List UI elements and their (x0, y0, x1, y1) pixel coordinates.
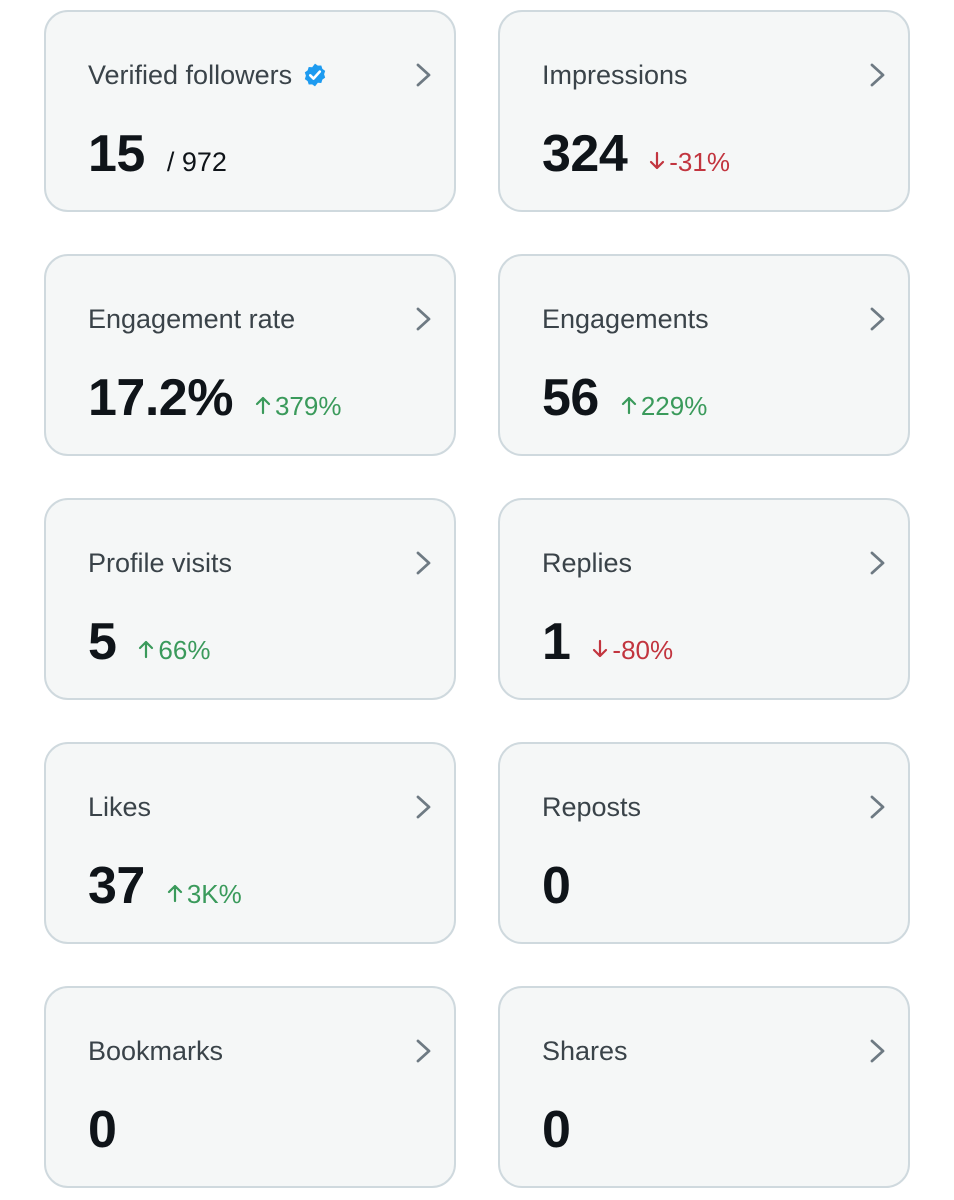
value-row: 0 (88, 1100, 117, 1160)
card-title-label: Profile visits (88, 548, 233, 578)
card-title-label: Bookmarks (88, 1036, 224, 1066)
value-row: 1 -80% (542, 612, 673, 672)
reposts-card[interactable]: Reposts 0 (498, 742, 910, 944)
value-row: 0 (542, 856, 571, 916)
metric-change: -31% (649, 147, 730, 178)
value-row: 0 (542, 1100, 571, 1160)
chevron-right-icon[interactable] (864, 792, 890, 822)
metric-value: 1 (542, 613, 571, 671)
card-title: Verified followers (88, 58, 328, 92)
bookmarks-card[interactable]: Bookmarks 0 (44, 986, 456, 1188)
metric-value: 0 (542, 857, 571, 915)
metric-change: 379% (255, 391, 342, 422)
metric-change-value: 379% (274, 391, 342, 421)
arrow-down-icon (650, 151, 665, 170)
card-title-label: Shares (542, 1036, 628, 1066)
value-row: 15 / 972 (88, 124, 227, 184)
metric-change: 229% (621, 391, 708, 422)
metric-value: 15 (88, 125, 145, 183)
chevron-right-icon[interactable] (864, 548, 890, 578)
engagements-card[interactable]: Engagements 56 229% (498, 254, 910, 456)
arrow-up-icon (167, 884, 182, 903)
value-row: 37 3K% (88, 856, 242, 916)
card-title-label: Verified followers (88, 60, 293, 90)
chevron-right-icon[interactable] (410, 548, 436, 578)
metric-change: -80% (592, 635, 673, 666)
card-title: Shares (542, 1034, 628, 1068)
chevron-right-icon[interactable] (410, 792, 436, 822)
card-title-label: Likes (88, 792, 152, 822)
value-row: 5 66% (88, 612, 210, 672)
chevron-right-icon[interactable] (864, 304, 890, 334)
likes-card[interactable]: Likes 37 3K% (44, 742, 456, 944)
metric-change-value: -31% (669, 147, 730, 177)
card-title: Profile visits (88, 546, 232, 580)
card-title: Engagements (542, 302, 709, 336)
metric-value: 5 (88, 613, 117, 671)
metric-change: 3K% (167, 879, 242, 910)
value-row: 56 229% (542, 368, 707, 428)
metric-change: 66% (138, 635, 210, 666)
metric-change-value: -80% (612, 635, 674, 665)
metric-value: 17.2% (88, 369, 233, 427)
card-title-label: Impressions (542, 60, 688, 90)
arrow-up-icon (139, 640, 154, 659)
card-title: Engagement rate (88, 302, 295, 336)
card-title: Impressions (542, 58, 688, 92)
metric-change-value: 66% (158, 635, 211, 665)
card-title: Replies (542, 546, 632, 580)
card-title-label: Replies (542, 548, 633, 578)
chevron-right-icon[interactable] (864, 60, 890, 90)
chevron-right-icon[interactable] (410, 1036, 436, 1066)
chevron-right-icon[interactable] (410, 304, 436, 334)
value-row: 17.2% 379% (88, 368, 341, 428)
card-title-label: Reposts (542, 792, 642, 822)
verified-badge-icon (304, 63, 326, 87)
metric-change-value: 229% (640, 391, 708, 421)
card-title: Likes (88, 790, 151, 824)
card-title: Bookmarks (88, 1034, 223, 1068)
chevron-right-icon[interactable] (410, 60, 436, 90)
chevron-right-icon[interactable] (864, 1036, 890, 1066)
metric-value: 0 (542, 1101, 571, 1159)
profile-visits-card[interactable]: Profile visits 5 66% (44, 498, 456, 700)
metric-value: 0 (88, 1101, 117, 1159)
card-title: Reposts (542, 790, 641, 824)
metric-value: 37 (88, 857, 145, 915)
verified-followers-card[interactable]: Verified followers 15 / 972 (44, 10, 456, 212)
impressions-card[interactable]: Impressions 324 -31% (498, 10, 910, 212)
metric-change-value: 3K% (186, 879, 242, 909)
arrow-down-icon (593, 639, 608, 658)
metric-value: 324 (542, 125, 628, 183)
card-title-label: Engagement rate (88, 304, 296, 334)
replies-card[interactable]: Replies 1 -80% (498, 498, 910, 700)
metric-value: 56 (542, 369, 599, 427)
value-row: 324 -31% (542, 124, 730, 184)
engagement-rate-card[interactable]: Engagement rate 17.2% 379% (44, 254, 456, 456)
arrow-up-icon (621, 396, 636, 415)
metric-total: / 972 (166, 147, 227, 177)
card-title-label: Engagements (542, 304, 709, 334)
metrics-grid: Verified followers 15 / 972 Impressions … (44, 10, 910, 1188)
arrow-up-icon (255, 396, 271, 415)
shares-card[interactable]: Shares 0 (498, 986, 910, 1188)
